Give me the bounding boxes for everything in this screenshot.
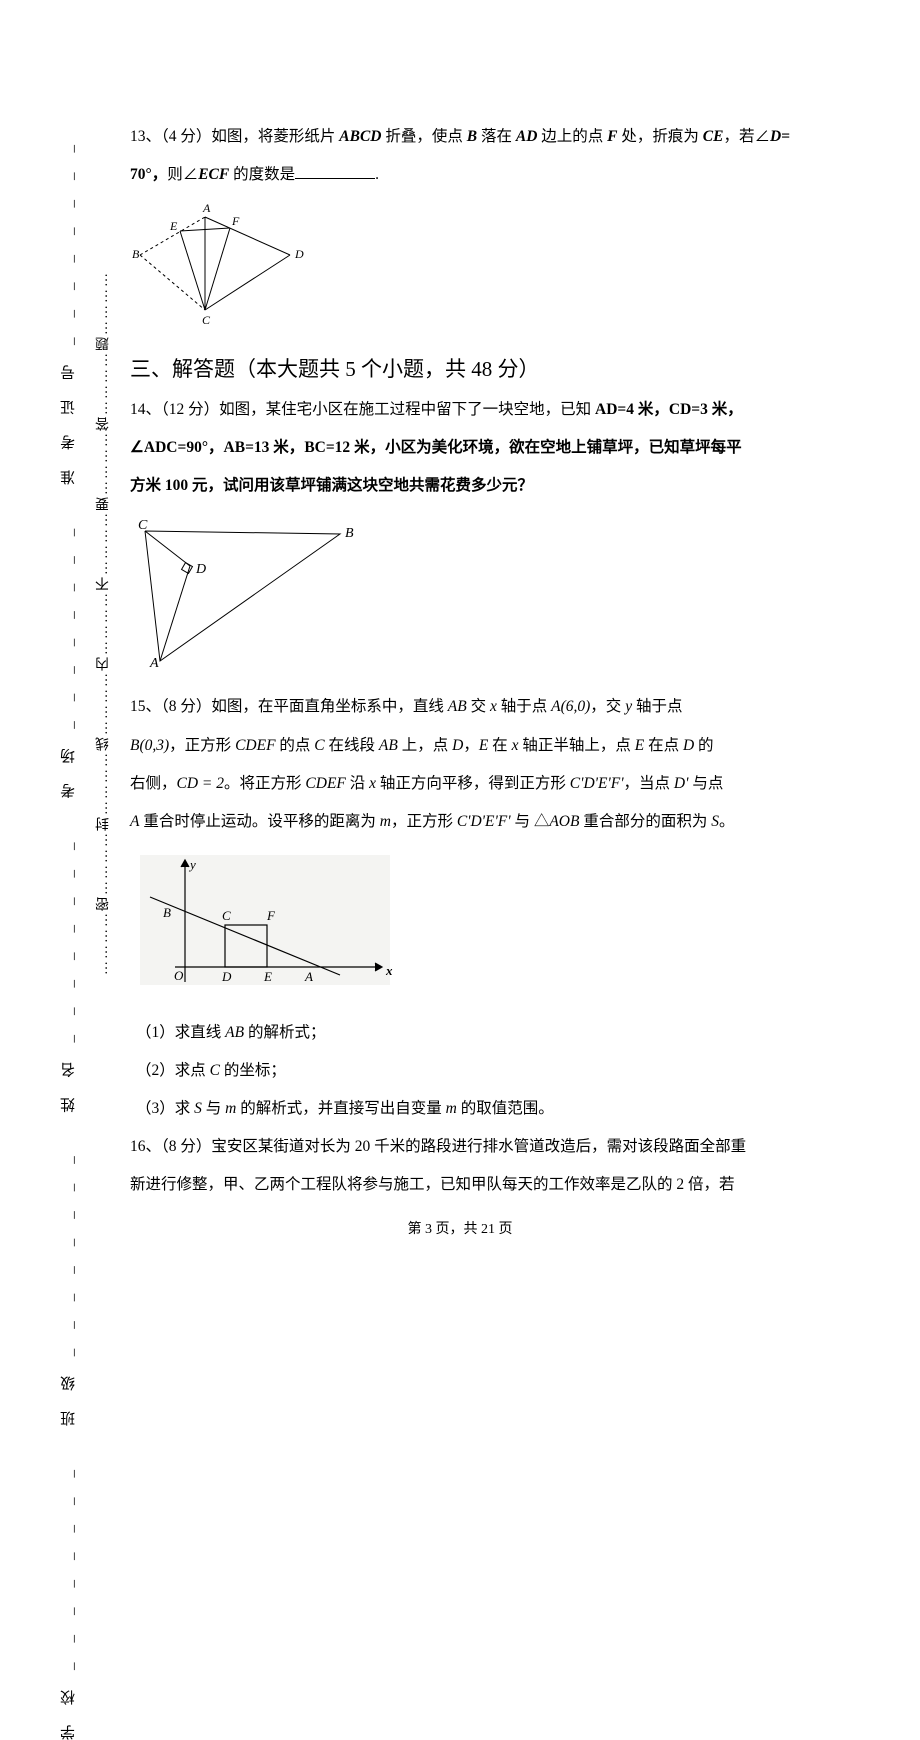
svg-text:F: F — [266, 908, 276, 923]
q15-sub3: （3）求 S 与 m 的解析式，并直接写出自变量 m 的取值范围。 — [136, 1092, 850, 1126]
q15-line3: 右侧，CD = 2。将正方形 CDEF 沿 x 轴正方向平移，得到正方形 C'D… — [130, 767, 850, 801]
svg-text:A: A — [304, 969, 313, 984]
q15-figure: O y x B C F D E A — [130, 847, 850, 1002]
page-content: 13、（4 分）如图，将菱形纸片 ABCD 折叠，使点 B 落在 AD 边上的点… — [130, 120, 850, 1206]
q15-sub1: （1）求直线 AB 的解析式； — [136, 1016, 850, 1050]
svg-text:D: D — [195, 562, 206, 577]
svg-text:E: E — [263, 969, 272, 984]
binding-sidebar: 学校________ 班级________ 姓名________ 考场_____… — [70, 125, 100, 975]
svg-text:F: F — [231, 214, 240, 228]
q14-line2: ∠ADC=90°，AB=13 米，BC=12 米，小区为美化环境，欲在空地上铺草… — [130, 431, 850, 465]
svg-text:D: D — [221, 969, 232, 984]
sidebar-fields: 学校________ 班级________ 姓名________ 考场_____… — [58, 125, 76, 1740]
svg-text:A: A — [149, 656, 159, 671]
q13-figure: A B C D E F — [130, 200, 850, 335]
q15-sub2: （2）求点 C 的坐标； — [136, 1054, 850, 1088]
sidebar-seal-line: …………密…………封…………线…………内…………不…………要…………答…………题… — [94, 125, 112, 975]
page-number: 第 3 页，共 21 页 — [0, 1218, 920, 1238]
svg-text:x: x — [385, 963, 393, 978]
q16-line2: 新进行修整，甲、乙两个工程队将参与施工，已知甲队每天的工作效率是乙队的 2 倍，… — [130, 1168, 850, 1202]
q15-line1: 15、（8 分）如图，在平面直角坐标系中，直线 AB 交 x 轴于点 A(6,0… — [130, 690, 850, 724]
svg-text:O: O — [174, 968, 184, 983]
q16-line1: 16、（8 分）宝安区某街道对长为 20 千米的路段进行排水管道改造后，需对该段… — [130, 1130, 850, 1164]
svg-text:C: C — [222, 908, 231, 923]
q15-line4: A 重合时停止运动。设平移的距离为 m，正方形 C'D'E'F' 与 △AOB … — [130, 805, 850, 839]
svg-text:C: C — [138, 518, 148, 533]
q13-text: 13、（4 分）如图，将菱形纸片 ABCD 折叠，使点 B 落在 AD 边上的点… — [130, 120, 850, 154]
svg-text:D: D — [294, 247, 304, 261]
svg-text:B: B — [163, 905, 171, 920]
svg-text:B: B — [345, 526, 354, 541]
blank-fill — [295, 165, 375, 179]
svg-text:A: A — [202, 201, 211, 215]
q14-line3: 方米 100 元，试问用该草坪铺满这块空地共需花费多少元？ — [130, 469, 850, 503]
svg-text:y: y — [188, 857, 196, 872]
section-3-title: 三、解答题（本大题共 5 个小题，共 48 分） — [130, 353, 850, 383]
svg-text:B: B — [132, 247, 140, 261]
q14-figure: C B D A — [130, 511, 850, 676]
q14-line1: 14、（12 分）如图，某住宅小区在施工过程中留下了一块空地，已知 AD=4 米… — [130, 393, 850, 427]
q13-text-line2: 70°，则∠ECF 的度数是. — [130, 158, 850, 192]
svg-text:E: E — [169, 219, 178, 233]
svg-text:C: C — [202, 313, 211, 327]
q15-line2: B(0,3)，正方形 CDEF 的点 C 在线段 AB 上，点 D，E 在 x … — [130, 729, 850, 763]
